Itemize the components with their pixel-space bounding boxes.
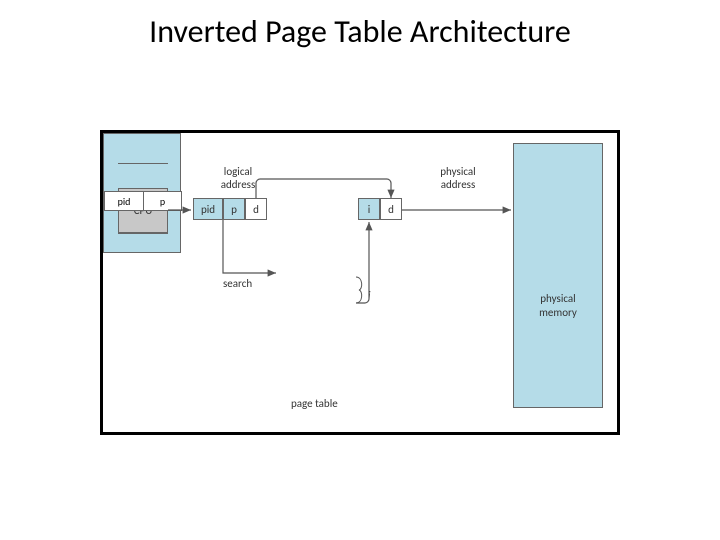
page-table-box: pid p bbox=[103, 133, 181, 253]
logical-address-d: d bbox=[245, 198, 267, 220]
page-table-entry-pid: pid bbox=[104, 191, 144, 211]
i-index-label: i bbox=[368, 290, 371, 303]
physical-address-i: i bbox=[358, 198, 380, 220]
physical-memory-box: physical memory bbox=[513, 143, 603, 408]
page-table-entry: pid p bbox=[104, 191, 182, 211]
page-title: Inverted Page Table Architecture bbox=[0, 12, 720, 51]
physical-address-d: d bbox=[380, 198, 402, 220]
logical-address-label: logical address bbox=[208, 166, 268, 191]
diagram-frame: CPU logical address pid p d physical add… bbox=[100, 130, 620, 435]
page-table-row bbox=[104, 223, 182, 243]
logical-address-pid: pid bbox=[193, 198, 223, 220]
physical-address-label: physical address bbox=[428, 166, 488, 191]
page-table-entry-p: p bbox=[144, 191, 182, 211]
page-table-label: page table bbox=[291, 398, 338, 411]
search-label: search bbox=[223, 278, 252, 291]
logical-address-p: p bbox=[223, 198, 245, 220]
page-table-row bbox=[104, 153, 182, 173]
